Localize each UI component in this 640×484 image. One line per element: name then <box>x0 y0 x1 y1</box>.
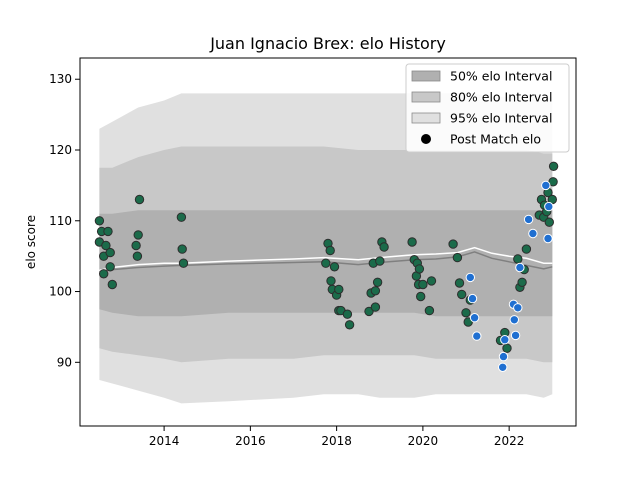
data-point-win <box>178 245 186 253</box>
legend-swatch <box>412 92 440 102</box>
legend-swatch <box>412 113 440 123</box>
y-tick-label: 110 <box>49 214 72 228</box>
data-point-win <box>545 218 553 226</box>
data-point-win <box>134 231 142 239</box>
data-point-win <box>449 240 457 248</box>
data-point-win <box>380 243 388 251</box>
data-point-loss <box>524 215 532 223</box>
data-point-loss <box>501 336 509 344</box>
data-point-win <box>419 280 427 288</box>
data-point-win <box>503 344 511 352</box>
data-point-win <box>458 290 466 298</box>
data-point-win <box>522 245 530 253</box>
y-tick-label: 90 <box>57 355 72 369</box>
data-point-loss <box>510 316 518 324</box>
data-point-win <box>425 306 433 314</box>
data-point-loss <box>473 332 481 340</box>
data-point-loss <box>499 363 507 371</box>
y-tick-label: 120 <box>49 143 72 157</box>
legend-marker <box>421 134 431 144</box>
data-point-loss <box>516 263 524 271</box>
data-point-win <box>177 213 185 221</box>
x-tick-label: 2020 <box>408 434 439 448</box>
data-point-win <box>106 263 114 271</box>
data-point-win <box>326 246 334 254</box>
x-tick-label: 2016 <box>235 434 266 448</box>
data-point-win <box>132 241 140 249</box>
data-point-win <box>104 227 112 235</box>
legend-label: 95% elo Interval <box>450 111 552 126</box>
legend-swatch <box>412 71 440 81</box>
y-tick-label: 100 <box>49 285 72 299</box>
data-point-win <box>518 278 526 286</box>
data-point-loss <box>542 181 550 189</box>
data-point-win <box>330 263 338 271</box>
data-point-win <box>371 287 379 295</box>
data-point-win <box>345 321 353 329</box>
data-point-loss <box>511 331 519 339</box>
data-point-win <box>371 303 379 311</box>
data-point-win <box>455 279 463 287</box>
data-point-win <box>95 217 103 225</box>
data-point-win <box>373 278 381 286</box>
data-point-win <box>135 195 143 203</box>
y-tick-label: 130 <box>49 72 72 86</box>
data-point-win <box>343 310 351 318</box>
data-point-win <box>453 253 461 261</box>
x-tick-label: 2014 <box>149 434 180 448</box>
x-tick-label: 2018 <box>321 434 352 448</box>
data-point-win <box>179 259 187 267</box>
data-point-loss <box>544 234 552 242</box>
legend-label: 80% elo Interval <box>450 90 552 105</box>
data-point-win <box>106 248 114 256</box>
y-axis-label: elo score <box>24 215 38 269</box>
data-point-win <box>322 259 330 267</box>
data-point-win <box>327 277 335 285</box>
data-point-win <box>427 277 435 285</box>
data-point-win <box>462 309 470 317</box>
data-point-win <box>415 265 423 273</box>
legend-label: Post Match elo <box>450 132 541 147</box>
chart-title: Juan Ignacio Brex: elo History <box>209 34 446 53</box>
legend-label: 50% elo Interval <box>450 69 552 84</box>
data-point-loss <box>545 202 553 210</box>
data-point-loss <box>529 229 537 237</box>
data-point-loss <box>470 314 478 322</box>
data-point-win <box>549 162 557 170</box>
data-point-win <box>335 285 343 293</box>
data-point-win <box>417 292 425 300</box>
x-tick-label: 2022 <box>494 434 525 448</box>
data-point-loss <box>468 294 476 302</box>
data-point-win <box>376 257 384 265</box>
data-point-loss <box>466 273 474 281</box>
data-point-win <box>100 270 108 278</box>
data-point-win <box>514 255 522 263</box>
data-point-loss <box>499 352 507 360</box>
data-point-win <box>408 238 416 246</box>
legend: 50% elo Interval 80% elo Interval 95% elo … <box>406 64 569 152</box>
data-point-win <box>108 280 116 288</box>
data-point-loss <box>514 304 522 312</box>
data-point-win <box>133 252 141 260</box>
